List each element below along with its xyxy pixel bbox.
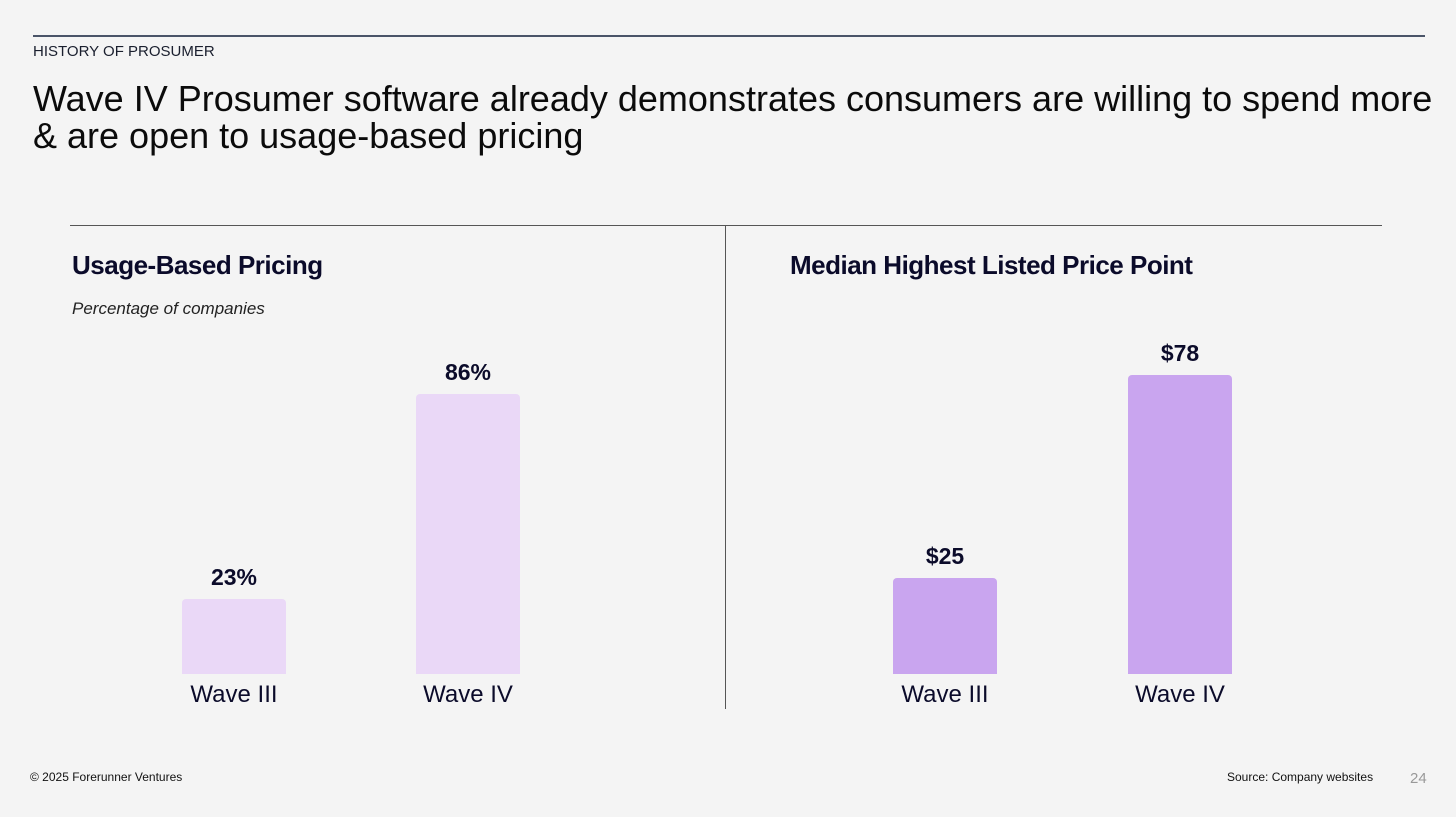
page-number: 24 <box>1410 770 1427 787</box>
value-label: $25 <box>925 543 965 570</box>
bar-usage-1 <box>416 394 520 674</box>
chart-divider-horizontal <box>70 225 1382 226</box>
chart-divider-vertical <box>725 226 726 709</box>
value-label: 86% <box>444 359 492 385</box>
chart-subtitle-usage: Percentage of companies <box>72 299 265 318</box>
chart-title-price: Median Highest Listed Price Point <box>790 250 1193 280</box>
source-note: Source: Company websites <box>1227 770 1374 784</box>
bar-price-1 <box>1128 375 1232 674</box>
top-rule <box>33 35 1425 37</box>
category-label: Wave III <box>901 681 989 708</box>
category-label: Wave IV <box>1135 681 1225 708</box>
value-label: 23% <box>210 564 258 591</box>
value-label: $78 <box>1160 340 1200 366</box>
category-label: Wave IV <box>423 681 513 708</box>
chart-title-usage: Usage-Based Pricing <box>72 250 323 280</box>
section-kicker: HISTORY OF PROSUMER <box>33 43 215 60</box>
bar-usage-0 <box>182 599 286 674</box>
category-label: Wave III <box>190 681 278 708</box>
bar-price-0 <box>893 578 997 674</box>
copyright: © 2025 Forerunner Ventures <box>30 770 183 784</box>
slide-title: Wave IV Prosumer software already demons… <box>33 78 1433 156</box>
